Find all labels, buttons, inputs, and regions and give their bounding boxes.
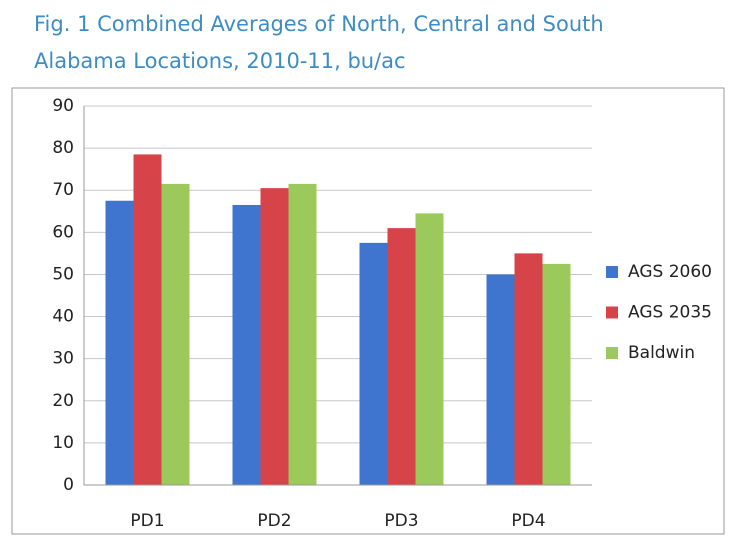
y-tick-label: 40: [52, 307, 74, 327]
y-tick-label: 50: [52, 264, 74, 284]
y-tick-label: 90: [52, 96, 74, 116]
legend-swatch: [606, 266, 618, 278]
chart-title: Fig. 1 Combined Averages of North, Centr…: [34, 12, 604, 36]
chart-title: Alabama Locations, 2010-11, bu/ac: [34, 49, 406, 73]
bar: [486, 274, 515, 485]
bar: [415, 213, 444, 485]
legend-swatch: [606, 306, 618, 319]
y-tick-label: 80: [52, 138, 74, 158]
x-tick-label: PD4: [511, 511, 545, 531]
legend-label: AGS 2035: [628, 303, 712, 323]
legend-swatch: [606, 347, 618, 359]
y-tick-label: 0: [63, 475, 74, 495]
x-tick-label: PD3: [384, 511, 418, 531]
y-tick-label: 70: [52, 180, 74, 200]
legend-label: AGS 2060: [628, 262, 712, 282]
bar: [133, 154, 162, 485]
y-tick-label: 10: [52, 433, 74, 453]
x-tick-label: PD2: [257, 511, 291, 531]
x-tick-label: PD1: [130, 511, 164, 531]
bar: [288, 183, 317, 485]
chart-frame: [11, 87, 725, 535]
bar: [105, 200, 134, 485]
y-tick-label: 30: [52, 349, 74, 369]
y-tick-label: 60: [52, 222, 74, 242]
bar: [232, 204, 261, 485]
bar: [514, 253, 543, 485]
bar: [359, 242, 388, 485]
bar: [260, 188, 289, 485]
bar: [161, 183, 190, 485]
bar: [542, 263, 571, 485]
legend-label: Baldwin: [628, 343, 695, 363]
bar: [387, 228, 416, 485]
y-tick-label: 20: [52, 391, 74, 411]
